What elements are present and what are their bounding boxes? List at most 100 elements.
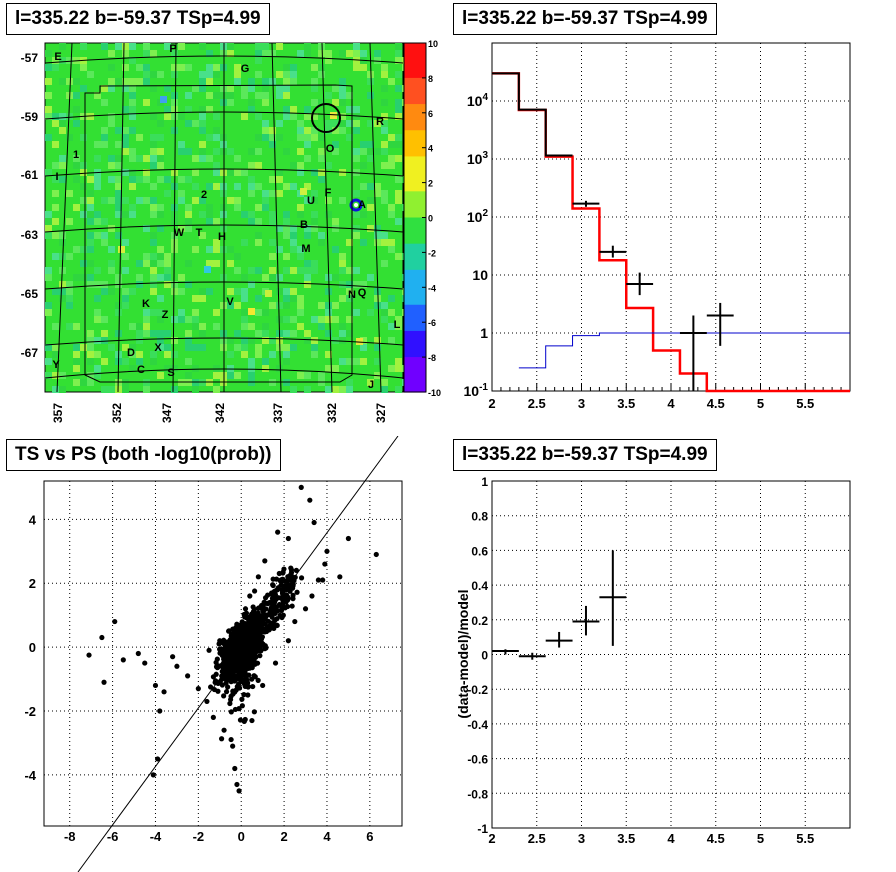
heatmap-cell	[262, 309, 269, 316]
scatter-point	[232, 765, 238, 772]
heatmap-cell	[276, 274, 283, 281]
heatmap-cell	[255, 344, 262, 351]
scatter-point	[288, 567, 295, 573]
heatmap-cell	[353, 281, 360, 288]
heatmap-cell	[122, 197, 129, 204]
heatmap-cell	[66, 78, 73, 85]
colorbar-band	[404, 304, 426, 315]
heatmap-cell	[213, 92, 220, 99]
heatmap-cell	[157, 204, 164, 211]
heatmap-cell	[178, 197, 185, 204]
heatmap-cell	[325, 162, 332, 169]
heatmap-cell	[374, 120, 381, 127]
heatmap-cell	[59, 127, 66, 134]
heatmap-cell	[311, 190, 318, 197]
heatmap-cell	[227, 50, 234, 57]
heatmap-cell	[150, 162, 157, 169]
lat-tick-label: -61	[21, 168, 39, 182]
heatmap-cell	[227, 85, 234, 92]
y-tick-label: 0.8	[471, 510, 488, 524]
heatmap-cell	[199, 295, 206, 302]
heatmap-cell	[199, 288, 206, 295]
heatmap-cell	[241, 323, 248, 330]
heatmap-cell	[122, 64, 129, 71]
heatmap-cell	[388, 246, 395, 253]
heatmap-cell	[185, 64, 192, 71]
heatmap-cell	[283, 148, 290, 155]
colorbar-band	[404, 104, 426, 114]
scatter-point	[294, 589, 300, 595]
heatmap-cell	[283, 113, 290, 120]
heatmap-cell	[87, 379, 94, 386]
heatmap-cell	[241, 85, 248, 92]
heatmap-cell	[87, 176, 94, 183]
x-tick-label: 2	[488, 396, 495, 411]
heatmap-cell	[367, 141, 374, 148]
heatmap-cell	[129, 288, 136, 295]
heatmap-cell	[325, 211, 332, 218]
heatmap-cell	[94, 183, 101, 190]
heatmap-cell	[206, 106, 213, 113]
y-tick-label: -0.6	[467, 753, 488, 767]
heatmap-cell	[290, 267, 297, 274]
heatmap-cell	[248, 183, 255, 190]
heatmap-cell	[255, 57, 262, 64]
heatmap-cell	[199, 43, 206, 50]
heatmap-cell	[87, 239, 94, 246]
heatmap-cell	[283, 232, 290, 239]
heatmap-cell	[262, 85, 269, 92]
heatmap-cell	[150, 211, 157, 218]
source-hotspot	[349, 198, 363, 212]
heatmap-cell	[367, 92, 374, 99]
heatmap-cell	[73, 344, 80, 351]
heatmap-cell	[101, 43, 108, 50]
heatmap-cell	[283, 351, 290, 358]
heatmap-cell	[269, 253, 276, 260]
heatmap-cell	[150, 309, 157, 316]
heatmap-cell	[339, 295, 346, 302]
colorbar-band	[404, 200, 426, 210]
colorbar-band	[404, 69, 426, 79]
heatmap-cell	[395, 316, 402, 323]
x-tick-label: 4	[323, 829, 331, 844]
heatmap-cell	[199, 141, 206, 148]
scatter-point	[230, 691, 236, 697]
heatmap-cell	[381, 386, 388, 393]
heatmap-cell	[129, 106, 136, 113]
colorbar-band	[404, 348, 426, 358]
heatmap-cell	[353, 57, 360, 64]
heatmap-cell	[143, 64, 150, 71]
heatmap-cell	[332, 99, 339, 106]
heatmap-cell	[87, 337, 94, 344]
series-step-line	[518, 332, 850, 369]
heatmap-cell	[150, 113, 157, 120]
heatmap-cell	[80, 64, 87, 71]
lat-tick-label: -67	[21, 346, 39, 360]
lon-tick-label: 327	[374, 403, 388, 423]
heatmap-cell	[213, 183, 220, 190]
colorbar-band	[404, 287, 426, 297]
heatmap-cell	[108, 64, 115, 71]
heatmap-cell	[325, 386, 332, 393]
heatmap-cell	[318, 372, 325, 379]
source-label: N	[348, 289, 356, 301]
heatmap-cell	[80, 183, 87, 190]
heatmap-cell	[346, 288, 353, 295]
heatmap-cell	[374, 190, 381, 197]
heatmap-cell	[115, 176, 122, 183]
heatmap-cell	[346, 92, 353, 99]
heatmap-cell	[367, 120, 374, 127]
heatmap-cell	[73, 176, 80, 183]
source-label: P	[169, 43, 176, 55]
scatter-point	[221, 727, 227, 733]
heatmap-cell	[367, 197, 374, 204]
heatmap-cell	[339, 358, 346, 365]
lat-tick-label: -57	[21, 51, 39, 65]
heatmap-cell	[192, 344, 199, 351]
heatmap-cell	[248, 85, 255, 92]
heatmap-cell	[87, 197, 94, 204]
scatter-point	[264, 625, 270, 631]
heatmap-cell	[129, 211, 136, 218]
heatmap-cell	[388, 295, 395, 302]
heatmap-cell	[367, 204, 374, 211]
